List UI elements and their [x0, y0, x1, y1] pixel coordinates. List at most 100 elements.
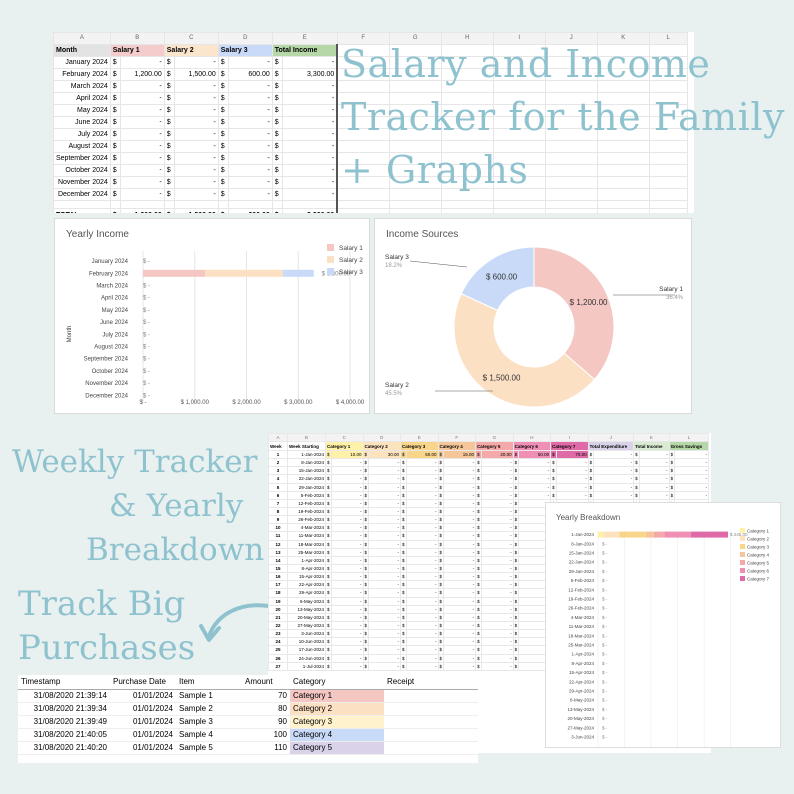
amount-cell[interactable]: -: [443, 490, 477, 500]
amount-cell[interactable]: -: [173, 56, 219, 69]
amount-cell[interactable]: -: [480, 604, 514, 614]
amount-cell[interactable]: -: [281, 152, 339, 165]
amount-cell[interactable]: 30.00: [368, 449, 402, 460]
week-start-date[interactable]: 11-Mar-2024: [287, 531, 326, 541]
amount-cell[interactable]: -: [443, 645, 477, 655]
week-number[interactable]: 22: [268, 620, 288, 631]
currency-cell[interactable]: $: [271, 164, 283, 177]
week-number[interactable]: 23: [268, 629, 288, 639]
week-number[interactable]: 12: [268, 539, 288, 549]
amount-cell[interactable]: -: [593, 458, 635, 468]
amount-cell[interactable]: -: [368, 612, 402, 622]
amount-cell[interactable]: -: [518, 458, 552, 468]
amount-cell[interactable]: 50.00: [405, 449, 439, 460]
category-cell[interactable]: Category 5: [290, 741, 384, 755]
amount-cell[interactable]: -: [443, 466, 477, 476]
amount-cell[interactable]: -: [368, 604, 402, 614]
amount-cell[interactable]: -: [119, 128, 165, 141]
column-header[interactable]: Salary 2: [163, 44, 219, 57]
currency-cell[interactable]: $: [163, 104, 175, 117]
month-cell[interactable]: December 2024: [53, 188, 111, 201]
currency-cell[interactable]: $: [163, 140, 175, 153]
purchase-date-cell[interactable]: 01/01/2024: [110, 728, 176, 742]
empty-cell[interactable]: [217, 200, 229, 209]
amount-cell[interactable]: -: [480, 653, 514, 663]
amount-cell[interactable]: -: [173, 164, 219, 177]
amount-cell[interactable]: -: [480, 482, 514, 492]
currency-cell[interactable]: $: [109, 104, 121, 117]
amount-cell[interactable]: -: [368, 637, 402, 647]
column-header[interactable]: Total Income: [271, 44, 339, 57]
column-letter[interactable]: C: [163, 32, 219, 45]
column-header[interactable]: Item: [176, 675, 242, 690]
amount-cell[interactable]: -: [405, 482, 439, 492]
amount-cell[interactable]: -: [173, 188, 219, 201]
currency-cell[interactable]: $: [271, 128, 283, 141]
amount-cell[interactable]: -: [638, 466, 670, 476]
amount-cell[interactable]: -: [368, 466, 402, 476]
amount-cell[interactable]: -: [480, 620, 514, 631]
amount-cell[interactable]: -: [173, 152, 219, 165]
amount-cell[interactable]: -: [518, 474, 552, 484]
amount-cell[interactable]: -: [593, 474, 635, 484]
amount-cell[interactable]: -: [480, 466, 514, 476]
column-header[interactable]: Week Starting: [287, 441, 326, 451]
category-cell[interactable]: Category 1: [290, 689, 384, 703]
week-start-date[interactable]: 19-Feb-2024: [287, 506, 326, 517]
currency-cell[interactable]: $: [271, 176, 283, 189]
column-header[interactable]: Month: [53, 44, 111, 57]
amount-cell[interactable]: -: [368, 661, 402, 671]
amount-cell[interactable]: -: [119, 56, 165, 69]
week-start-date[interactable]: 13-May-2024: [287, 604, 326, 614]
empty-cell[interactable]: [596, 200, 650, 209]
amount-cell[interactable]: -: [443, 555, 477, 565]
amount-cell[interactable]: -: [227, 152, 273, 165]
column-header[interactable]: Category 1: [325, 441, 364, 451]
column-letter[interactable]: E: [400, 433, 439, 442]
column-header[interactable]: Salary 3: [217, 44, 273, 57]
amount-cell[interactable]: -: [330, 531, 364, 541]
week-start-date[interactable]: 4-Mar-2024: [287, 523, 326, 533]
timestamp-cell[interactable]: 31/08/2020 21:39:14: [18, 689, 110, 703]
empty-cell[interactable]: [492, 208, 546, 213]
week-start-date[interactable]: 20-May-2024: [287, 612, 326, 622]
category-cell[interactable]: Category 3: [290, 715, 384, 729]
currency-cell[interactable]: $: [163, 208, 175, 213]
amount-cell[interactable]: -: [281, 140, 339, 153]
month-cell[interactable]: May 2024: [53, 104, 111, 117]
currency-cell[interactable]: $: [217, 176, 229, 189]
timestamp-cell[interactable]: 31/08/2020 21:40:05: [18, 728, 110, 742]
currency-cell[interactable]: $: [163, 92, 175, 105]
column-letter[interactable]: G: [475, 433, 514, 442]
week-number[interactable]: 13: [268, 547, 288, 557]
column-header[interactable]: Category 6: [512, 441, 552, 451]
amount-cell[interactable]: -: [405, 580, 439, 590]
amount-cell[interactable]: -: [518, 490, 552, 500]
amount-cell[interactable]: 600.00: [227, 208, 273, 213]
amount-cell[interactable]: -: [480, 506, 514, 517]
week-start-date[interactable]: 5-Feb-2024: [287, 490, 326, 500]
amount-cell[interactable]: -: [173, 92, 219, 105]
currency-cell[interactable]: $: [217, 164, 229, 177]
amount-cell[interactable]: -: [227, 128, 273, 141]
amount-cell[interactable]: -: [368, 555, 402, 565]
amount-cell[interactable]: -: [368, 539, 402, 549]
week-number[interactable]: 21: [268, 612, 288, 622]
empty-cell[interactable]: [53, 200, 111, 209]
column-letter[interactable]: F: [437, 433, 477, 442]
amount-cell[interactable]: -: [330, 629, 364, 639]
currency-cell[interactable]: $: [271, 104, 283, 117]
amount-cell[interactable]: -: [330, 474, 364, 484]
amount-cell[interactable]: -: [518, 466, 552, 476]
amount-cell[interactable]: -: [173, 104, 219, 117]
week-start-date[interactable]: 27-May-2024: [287, 620, 326, 631]
amount-cell[interactable]: -: [443, 572, 477, 582]
amount-cell[interactable]: -: [674, 449, 710, 460]
column-letter[interactable]: A: [53, 32, 111, 45]
receipt-cell[interactable]: [384, 702, 478, 716]
amount-cell[interactable]: -: [281, 116, 339, 129]
amount-cell[interactable]: -: [443, 629, 477, 639]
empty-cell[interactable]: [388, 208, 442, 213]
empty-cell[interactable]: [596, 208, 650, 213]
week-number[interactable]: 8: [268, 506, 288, 517]
